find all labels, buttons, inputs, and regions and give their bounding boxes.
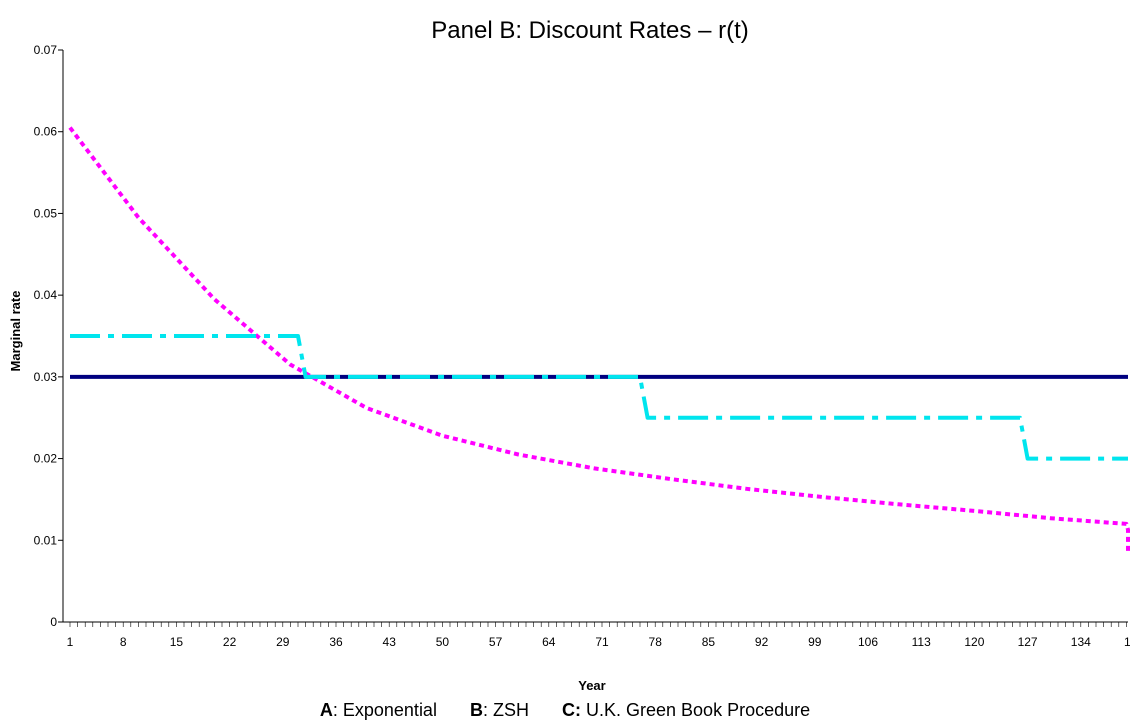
x-tick-labels: 1 8 15 22 29 36 43 50 57 64 71 78 85 92 99 106 113 120 127… (67, 635, 1130, 649)
x-tick-label: 64 (542, 635, 556, 649)
y-axis-label: Marginal rate (8, 291, 23, 372)
legend-text-a: : Exponential (332, 700, 437, 720)
x-tick-label: 43 (383, 635, 397, 649)
x-tick-label: 36 (329, 635, 343, 649)
y-tick-label: 0.03 (34, 370, 58, 384)
y-tick-label: 0.07 (34, 43, 58, 57)
series-lines (68, 126, 1130, 552)
x-tick-label: 50 (436, 635, 450, 649)
x-tick-label: 113 (912, 635, 931, 649)
y-tick-label: 0.02 (34, 452, 58, 466)
y-tick-label: 0.06 (34, 125, 58, 139)
legend-key-a: A (319, 700, 333, 720)
legend-text-c: U.K. Green Book Procedure (581, 700, 811, 720)
x-tick-label: 106 (858, 635, 878, 649)
x-tick-label: 78 (649, 635, 663, 649)
x-axis-label: Year (578, 678, 605, 693)
legend-item-a: A: Exponential (320, 700, 437, 721)
legend-item-c: C: U.K. Green Book Procedure (562, 700, 810, 721)
x-tick-label: 92 (755, 635, 769, 649)
x-tick-label: 29 (276, 635, 290, 649)
x-tick-label: 134 (1071, 635, 1091, 649)
y-tick-label: 0.04 (34, 288, 58, 302)
y-tick-label: 0.05 (34, 206, 58, 220)
y-tick-labels: 0 0.01 0.02 0.03 0.04 0.05 0.06 0.07 (34, 43, 58, 629)
y-tick-label: 0 (50, 615, 57, 629)
x-tick-label: 120 (964, 635, 984, 649)
x-tick-label: 127 (1018, 635, 1038, 649)
chart-title: Panel B: Discount Rates – r(t) (431, 17, 748, 44)
x-tick-label: 99 (808, 635, 822, 649)
x-tick-label: 141 (1124, 635, 1130, 649)
y-tick-label: 0.01 (34, 533, 58, 547)
legend-item-b: B: ZSH (470, 700, 529, 721)
legend-key-b: B (469, 700, 483, 720)
x-tick-label: 15 (170, 635, 184, 649)
x-tick-label: 57 (489, 635, 503, 649)
legend-text-b: : ZSH (482, 700, 529, 720)
discount-rate-chart: Panel B: Discount Rates – r(t) 0 0.01 0.02… (8, 17, 1130, 693)
x-tick-label: 1 (67, 635, 74, 649)
x-tick-label: 8 (120, 635, 127, 649)
axes (58, 49, 1128, 627)
legend-key-c: C: (562, 700, 581, 720)
x-tick-label: 85 (702, 635, 716, 649)
series-line-b (68, 126, 1130, 552)
x-tick-label: 22 (223, 635, 237, 649)
legend: A: Exponential B: ZSH C: U.K. Green Book… (0, 700, 1130, 721)
x-tick-label: 71 (595, 635, 609, 649)
series-line-c (70, 334, 1128, 461)
